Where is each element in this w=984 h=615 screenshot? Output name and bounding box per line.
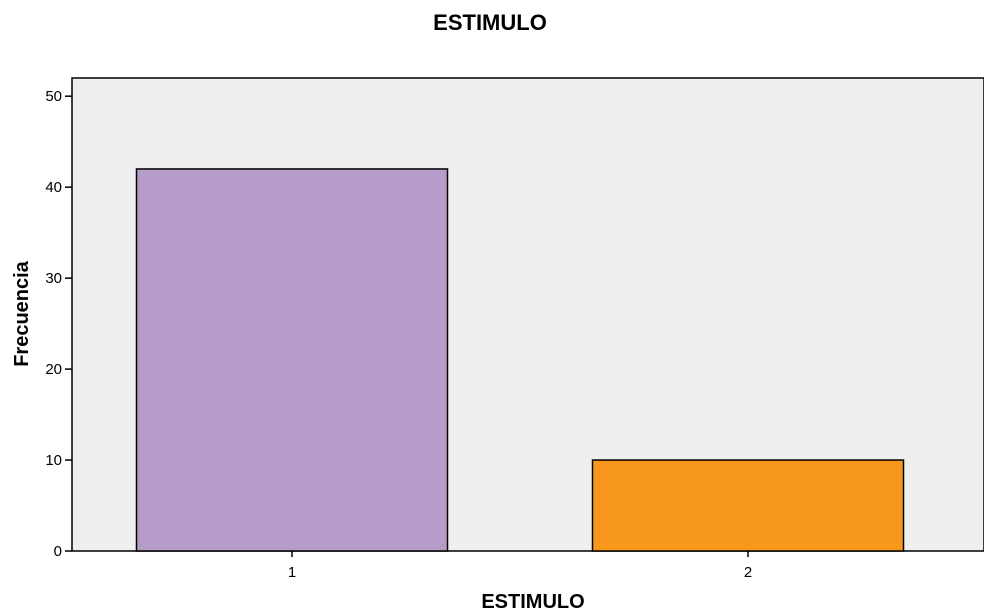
chart-title: ESTIMULO: [433, 10, 547, 35]
y-tick-label: 10: [45, 452, 62, 469]
y-tick-label: 40: [45, 179, 62, 196]
y-axis-ticks: 0 10 20 30 40 50: [45, 88, 72, 560]
y-tick-label: 0: [54, 543, 62, 560]
x-tick-label: 1: [288, 564, 296, 581]
y-axis-title: Frecuencia: [11, 260, 33, 366]
bar-1: [135, 168, 449, 552]
x-axis-title: ESTIMULO: [481, 591, 584, 613]
bar-2: [591, 459, 905, 552]
y-tick-label: 30: [45, 270, 62, 287]
y-tick-label: 50: [45, 88, 62, 105]
x-tick-label: 2: [744, 564, 752, 581]
y-tick-label: 20: [45, 361, 62, 378]
